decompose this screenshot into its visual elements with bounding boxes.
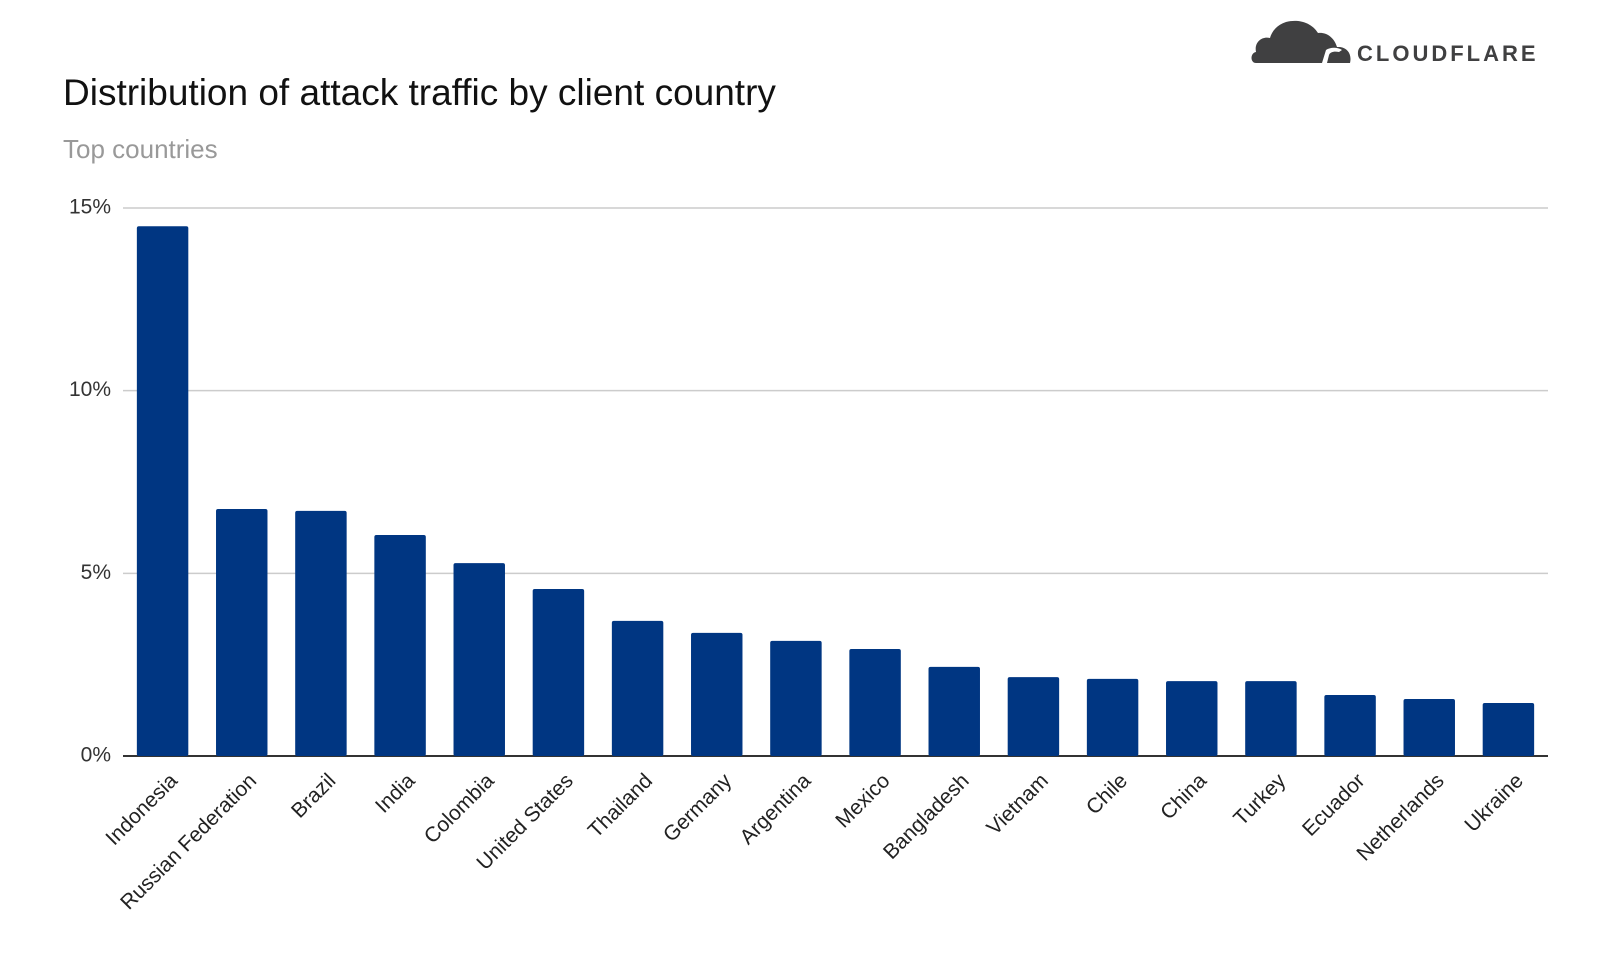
x-tick-label: China	[1156, 769, 1211, 824]
bar	[1086, 678, 1139, 756]
bar	[1245, 681, 1297, 756]
x-tick-label: Thailand	[584, 769, 657, 842]
y-tick-label: 0%	[81, 744, 111, 767]
bar	[849, 648, 901, 756]
bar	[611, 620, 664, 756]
logo: CLOUDFLARE	[1251, 20, 1539, 66]
chart-subtitle: Top countries	[63, 134, 218, 164]
logo-cloud	[1251, 20, 1351, 63]
x-tick-label: Argentina	[736, 769, 816, 849]
bar	[1324, 694, 1376, 756]
x-tick-label: Bangladesh	[879, 769, 974, 864]
bar	[1166, 681, 1218, 756]
logo-accent	[1322, 47, 1342, 63]
bar	[295, 510, 347, 756]
bar	[1403, 699, 1455, 756]
bar	[453, 563, 505, 756]
x-tick-label: Turkey	[1229, 769, 1290, 830]
bar	[532, 589, 585, 756]
bar	[1007, 677, 1060, 756]
x-tick-label: Brazil	[287, 769, 340, 822]
x-tick-label: Russian Federation	[116, 769, 261, 914]
y-tick-label: 15%	[69, 196, 111, 219]
bar	[1482, 703, 1535, 756]
x-tick-label: Chile	[1082, 769, 1132, 819]
bar	[928, 666, 980, 756]
chart-title: Distribution of attack traffic by client…	[63, 72, 776, 113]
x-tick-label: Indonesia	[101, 769, 182, 850]
x-tick-label: Germany	[659, 769, 737, 847]
x-tick-label: Ukraine	[1460, 769, 1527, 836]
y-tick-label: 5%	[81, 561, 111, 584]
bar	[374, 534, 426, 756]
bar	[770, 640, 822, 756]
x-tick-label: India	[371, 769, 420, 818]
bar	[691, 632, 743, 756]
x-tick-label: Vietnam	[982, 769, 1052, 839]
logo-text: CLOUDFLARE	[1357, 41, 1539, 66]
x-tick-label: Ecuador	[1298, 769, 1370, 841]
y-tick-label: 10%	[69, 378, 111, 401]
bar	[216, 509, 268, 756]
x-tick-label: Colombia	[420, 769, 499, 848]
bar	[136, 226, 189, 756]
x-tick-label: Mexico	[831, 769, 894, 832]
